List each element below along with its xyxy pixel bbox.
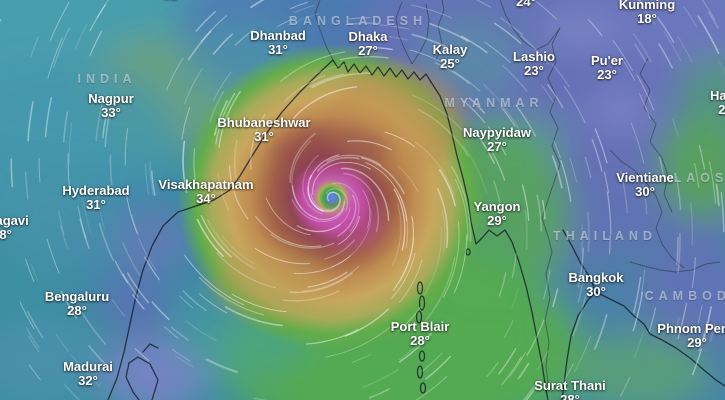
city-name: Vientiane	[616, 170, 674, 185]
city-temperature: 31°	[86, 197, 106, 212]
city-name: Nagpur	[88, 91, 134, 106]
city-temperature: 23°	[524, 63, 544, 78]
city-name: Yangon	[473, 199, 521, 214]
city-label[interactable]: Nagpur 33°	[88, 92, 134, 120]
city-label[interactable]: Pu'er 23°	[591, 54, 623, 82]
country-label-cambodia: CAMBODIA	[644, 289, 725, 303]
city-name: Bhubaneshwar	[217, 115, 311, 130]
city-name: Madurai	[63, 359, 113, 374]
city-label[interactable]: Lashio 23°	[513, 50, 555, 78]
city-label[interactable]: Hyderabad 31°	[62, 184, 129, 212]
city-label[interactable]: Dhaka 27°	[348, 30, 387, 58]
country-label-laos: LAOS	[673, 171, 725, 185]
city-label[interactable]: Surat Thani 28°	[534, 379, 606, 400]
city-temperature: 29°	[487, 213, 507, 228]
city-label[interactable]: Naypyidaw 27°	[463, 126, 531, 154]
city-label[interactable]: Bengaluru 28°	[45, 290, 109, 318]
city-temperature: 31°	[254, 129, 274, 144]
city-label[interactable]: Dhanbad 31°	[250, 29, 306, 57]
country-borders	[314, 0, 721, 391]
city-temperature: 30°	[586, 284, 606, 299]
city-name: Bengaluru	[44, 289, 110, 304]
city-name: Naypyidaw	[463, 125, 531, 140]
city-temperature: 30°	[635, 184, 655, 199]
city-temperature: 32°	[163, 0, 183, 2]
city-name: Hyderabad	[62, 183, 130, 198]
city-temperature: 31°	[268, 42, 288, 57]
city-temperature: 29°	[687, 335, 707, 350]
coastlines	[107, 59, 725, 400]
city-temperature: 28°	[560, 392, 580, 400]
city-name: Pu'er	[591, 53, 623, 68]
city-label[interactable]: Hanoi29°	[710, 89, 725, 117]
country-label-bangladesh: BANGLADESH	[288, 14, 428, 28]
city-label[interactable]: Kalay 25°	[433, 43, 468, 71]
city-temperature: 18°	[637, 11, 657, 26]
city-label[interactable]: Vientiane 30°	[616, 171, 674, 199]
city-label[interactable]: 32°	[163, 0, 183, 2]
city-name: Hanoi	[709, 88, 725, 103]
city-label[interactable]: Phnom Penh29°	[657, 322, 725, 350]
city-temperature: 28°	[410, 333, 430, 348]
city-name: Kalay	[432, 42, 468, 57]
city-name: Dhanbad	[250, 28, 306, 43]
city-temperature: 34°	[196, 191, 216, 206]
city-temperature: 24°	[516, 0, 536, 9]
city-label[interactable]: Myitkyina24°	[496, 0, 555, 9]
city-label[interactable]: Visakhapatnam 34°	[158, 178, 253, 206]
country-label-india: INDIA	[77, 72, 137, 86]
city-name: Bangkok	[568, 270, 624, 285]
city-temperature: 23°	[597, 67, 617, 82]
city-name: Kunming	[618, 0, 676, 12]
city-temperature: 29°	[718, 102, 725, 117]
city-temperature: 32°	[78, 373, 98, 388]
city-name: Lashio	[513, 49, 555, 64]
cyclone	[177, 43, 487, 353]
city-label[interactable]: Bangkok 30°	[569, 271, 624, 299]
city-temperature: 28°	[67, 303, 87, 318]
city-temperature: 25°	[440, 56, 460, 71]
city-name: Port Blair	[390, 319, 450, 334]
city-name: Belagavi	[0, 213, 29, 228]
city-label[interactable]: Kunming 18°	[619, 0, 675, 26]
city-label[interactable]: Madurai 32°	[63, 360, 113, 388]
city-temperature: 28°	[0, 227, 12, 242]
city-temperature: 33°	[101, 105, 121, 120]
city-label[interactable]: Port Blair 28°	[391, 320, 450, 348]
city-label[interactable]: Yangon 29°	[474, 200, 521, 228]
city-label[interactable]: Belagavi28°	[0, 214, 29, 242]
city-temperature: 27°	[487, 139, 507, 154]
country-label-myanmar: MYANMAR	[444, 96, 544, 110]
city-name: Phnom Penh	[657, 321, 725, 336]
city-label[interactable]: Bhubaneshwar 31°	[217, 116, 310, 144]
city-name: Visakhapatnam	[158, 177, 254, 192]
city-temperature: 27°	[358, 43, 378, 58]
country-label-thailand: THAILAND	[553, 229, 657, 243]
city-name: Surat Thani	[534, 378, 606, 393]
city-name: Dhaka	[348, 29, 388, 44]
